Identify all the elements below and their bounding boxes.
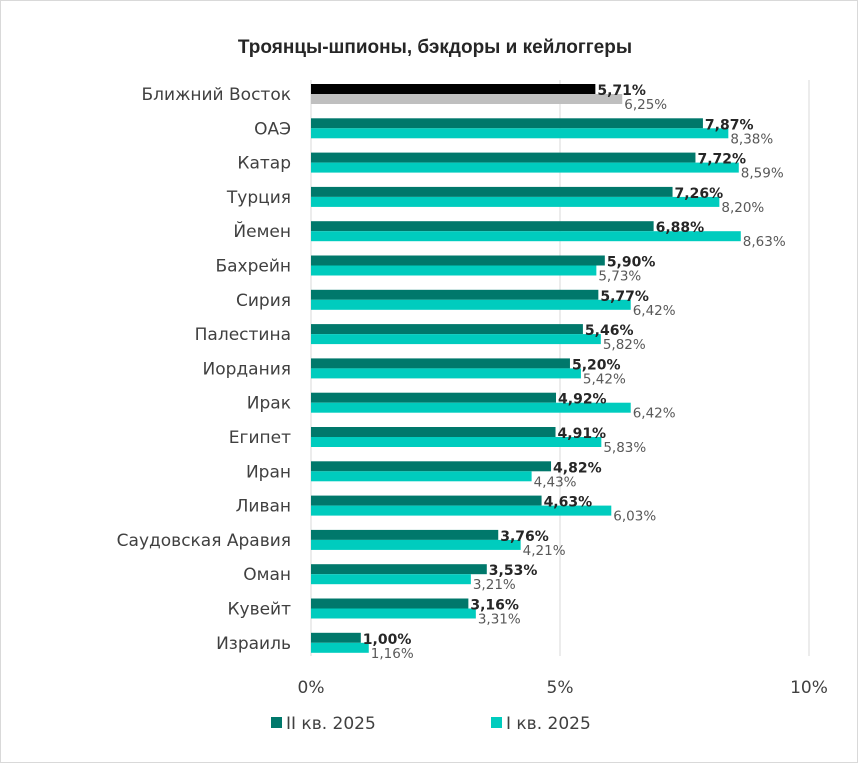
x-tick-label: 10% — [790, 678, 828, 698]
bar-q2 — [311, 152, 696, 163]
bar-q1 — [311, 196, 720, 207]
category-label: Катар — [237, 154, 291, 174]
bar-q2 — [311, 564, 487, 575]
x-tick-label: 0% — [298, 678, 325, 698]
data-label-q1: 5,83% — [603, 440, 646, 456]
bar-q1 — [311, 505, 612, 516]
bar-q1 — [311, 574, 471, 585]
data-label-q1: 8,59% — [741, 166, 784, 182]
category-label: Кувейт — [227, 600, 291, 620]
category-label: Ливан — [236, 497, 291, 517]
data-label-q1: 5,73% — [598, 269, 641, 285]
bar-q2 — [311, 289, 599, 300]
bar-q1 — [311, 94, 623, 104]
x-tick-label: 5% — [547, 678, 574, 698]
bar-q2 — [311, 495, 542, 506]
data-label-q1: 5,42% — [583, 371, 626, 387]
category-labels: Ближний Восток ОАЭ Катар Турция Йемен Бахрейн… — [117, 85, 291, 654]
category-label: Саудовская Аравия — [117, 531, 291, 551]
data-label-q1: 3,21% — [473, 577, 516, 593]
category-label: Турция — [226, 188, 291, 208]
bar-q2 — [311, 392, 557, 403]
data-label-q2: 5,71% — [597, 83, 646, 99]
bar-q1 — [311, 437, 602, 447]
legend-label: I кв. 2025 — [506, 714, 591, 734]
data-label-q2: 3,76% — [500, 529, 549, 545]
data-label-q1: 6,25% — [624, 97, 667, 113]
bar-q2 — [311, 358, 570, 369]
bar-q2 — [311, 221, 654, 232]
data-label-q2: 7,87% — [705, 117, 754, 133]
data-label-q2: 7,26% — [675, 186, 724, 202]
data-label-q1: 4,43% — [534, 474, 577, 490]
data-labels: 5,71%6,25% 7,87%8,38% 7,72%8,59% 7,26%8,20%… — [363, 83, 786, 662]
data-label-q2: 5,20% — [572, 357, 621, 373]
bar-q2 — [311, 427, 556, 437]
category-label: ОАЭ — [254, 119, 291, 139]
bar-q2 — [311, 529, 499, 540]
data-label-q1: 3,31% — [478, 612, 521, 628]
bars — [311, 84, 741, 653]
bar-q1 — [311, 402, 631, 413]
bar-q1 — [311, 231, 741, 242]
category-label: Ближний Восток — [142, 85, 292, 105]
category-label: Палестина — [195, 325, 291, 345]
bar-q2 — [311, 324, 583, 335]
data-label-q2: 5,77% — [600, 289, 649, 305]
bar-q2 — [311, 84, 596, 94]
bar-q2 — [311, 186, 673, 197]
category-label: Египет — [229, 428, 291, 448]
data-label-q1: 8,38% — [730, 131, 773, 147]
bar-q2 — [311, 461, 552, 472]
category-label: Иордания — [203, 359, 291, 379]
data-label-q1: 6,42% — [633, 303, 676, 319]
data-label-q1: 4,21% — [523, 543, 566, 559]
bar-q2 — [311, 118, 703, 129]
bar-q1 — [311, 368, 581, 379]
bar-q1 — [311, 265, 597, 276]
data-label-q2: 5,90% — [607, 255, 656, 271]
bar-q2 — [311, 598, 469, 609]
data-label-q2: 4,91% — [558, 426, 607, 442]
category-label: Оман — [243, 565, 291, 585]
bar-q1 — [311, 334, 601, 345]
data-label-q2: 5,46% — [585, 323, 634, 339]
data-label-q2: 3,16% — [470, 598, 519, 614]
bar-q1 — [311, 471, 532, 482]
chart-title: Троянцы-шпионы, бэкдоры и кейлоггеры — [238, 37, 632, 58]
data-label-q2: 1,00% — [363, 632, 412, 648]
data-label-q1: 6,03% — [613, 509, 656, 525]
data-label-q1: 1,16% — [371, 646, 414, 662]
category-label: Ирак — [247, 394, 291, 414]
legend-swatch — [491, 717, 502, 728]
x-axis-ticks: 0% 5% 10% — [298, 678, 828, 698]
category-label: Бахрейн — [215, 257, 291, 277]
bar-q1 — [311, 299, 631, 310]
bar-q2 — [311, 632, 361, 643]
data-label-q1: 5,82% — [603, 337, 646, 353]
category-label: Йемен — [233, 220, 291, 242]
bar-q2 — [311, 255, 605, 266]
legend: II кв. 2025 I кв. 2025 — [271, 714, 591, 734]
legend-label: II кв. 2025 — [286, 714, 376, 734]
category-label: Иран — [246, 462, 291, 482]
data-label-q2: 3,53% — [489, 563, 538, 579]
data-label-q2: 4,63% — [544, 495, 593, 511]
bar-q1 — [311, 162, 739, 173]
data-label-q1: 8,20% — [721, 200, 764, 216]
bar-q1 — [311, 608, 476, 619]
legend-swatch — [271, 717, 282, 728]
data-label-q2: 4,92% — [558, 392, 607, 408]
data-label-q2: 4,82% — [553, 460, 602, 476]
data-label-q2: 6,88% — [656, 220, 705, 236]
bar-q1 — [311, 128, 729, 139]
category-label: Сирия — [236, 291, 291, 311]
data-label-q1: 6,42% — [633, 406, 676, 422]
data-label-q2: 7,72% — [697, 152, 746, 168]
data-label-q1: 8,63% — [743, 234, 786, 250]
bar-q1 — [311, 642, 369, 653]
category-label: Израиль — [216, 634, 291, 654]
bar-q1 — [311, 539, 521, 550]
